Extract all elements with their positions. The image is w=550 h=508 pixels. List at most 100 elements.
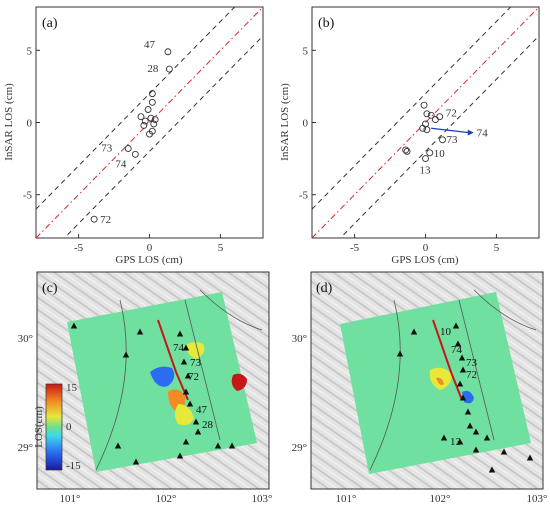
- deformation-patch: [150, 366, 175, 387]
- x-tick-label: 5: [494, 242, 500, 254]
- x-axis-label: GPS LOS (cm): [391, 254, 459, 266]
- gps-station-marker: [456, 380, 464, 387]
- data-point: [422, 155, 429, 163]
- plot-frame: [35, 6, 264, 239]
- gps-station-marker: [396, 350, 404, 357]
- point-label: 47: [144, 39, 156, 51]
- data-point: [439, 136, 446, 144]
- data-point: [147, 114, 155, 122]
- gps-station-marker: [114, 442, 122, 449]
- data-point: [165, 65, 173, 73]
- y-tick-label: 5: [303, 45, 309, 57]
- gps-station-marker: [132, 458, 140, 465]
- data-point: [137, 113, 145, 121]
- x-tick: 103°: [527, 493, 548, 505]
- fault-line: [458, 299, 495, 441]
- gps-station-marker: [459, 366, 467, 373]
- point-label: 72: [446, 108, 457, 120]
- y-tick-label: 0: [303, 118, 309, 130]
- station-label: 73: [190, 357, 202, 369]
- fault-line: [199, 289, 263, 331]
- colorbar-tick: 0: [66, 421, 72, 433]
- data-point: [164, 48, 172, 56]
- gps-station-marker: [488, 466, 496, 473]
- station-label: 74: [173, 342, 185, 354]
- station-label: 10: [440, 326, 452, 338]
- y-tick-label: 5: [27, 45, 33, 57]
- point-label: 74: [115, 158, 127, 170]
- y-axis-label: InSAR LOS (cm): [3, 83, 15, 161]
- gps-station-marker: [500, 448, 508, 455]
- x-tick: 102°: [430, 493, 451, 505]
- gps-station-marker: [228, 442, 236, 449]
- fault-line: [473, 289, 537, 331]
- data-point: [140, 121, 148, 129]
- offset-arrow: [431, 127, 469, 134]
- deformation-patch: [186, 342, 205, 359]
- data-point: [150, 120, 158, 128]
- data-point: [431, 116, 439, 124]
- gps-station-marker: [176, 452, 184, 459]
- data-point: [148, 127, 156, 135]
- y-tick: 29°: [292, 442, 307, 454]
- y-tick-label: 0: [27, 118, 33, 130]
- data-point: [141, 117, 149, 125]
- x-tick-label: 0: [147, 242, 153, 254]
- gps-station-marker: [466, 422, 474, 429]
- x-tick-label: -5: [74, 242, 84, 254]
- x-tick: 102°: [156, 493, 177, 505]
- gps-station-marker: [464, 408, 472, 415]
- y-axis-label: InSAR LOS (cm): [279, 83, 291, 161]
- gps-station-marker: [452, 322, 460, 329]
- x-tick: 103°: [252, 493, 273, 505]
- y-tick-label: -5: [23, 190, 33, 202]
- gps-station-marker: [472, 446, 480, 453]
- gps-station-marker: [456, 438, 464, 445]
- gps-station-marker: [176, 330, 184, 337]
- gps-station-marker: [410, 328, 418, 335]
- data-point: [151, 116, 159, 124]
- fault-line: [157, 319, 189, 401]
- x-tick-label: 0: [423, 242, 429, 254]
- data-point: [426, 149, 434, 157]
- station-label: 72: [188, 371, 199, 383]
- station-label: 28: [202, 419, 214, 431]
- data-point: [423, 110, 431, 118]
- station-label: 47: [196, 404, 208, 416]
- data-point: [423, 126, 431, 134]
- gps-station-marker: [182, 388, 190, 395]
- station-label: 13: [450, 436, 462, 448]
- y-tick-label: -5: [299, 190, 309, 202]
- data-point: [90, 215, 98, 223]
- gps-station-marker: [526, 454, 534, 461]
- y-tick: 30°: [292, 333, 307, 345]
- x-axis-label: GPS LOS (cm): [115, 254, 183, 266]
- point-label: 73: [101, 142, 113, 154]
- data-point: [427, 111, 435, 119]
- panel-label: (b): [318, 16, 335, 31]
- gps-station-marker: [483, 434, 491, 441]
- plot-frame: [311, 6, 540, 239]
- gps-station-marker: [192, 418, 200, 425]
- colorbar-label: LOS(cm): [33, 406, 45, 448]
- data-point: [148, 90, 156, 98]
- gps-station-marker: [182, 438, 190, 445]
- colorbar-tick: -15: [66, 460, 81, 472]
- x-tick-label: -5: [350, 242, 360, 254]
- data-point: [131, 150, 139, 158]
- deformation-patch: [175, 404, 194, 426]
- fault-line: [95, 299, 127, 471]
- gps-station-marker: [180, 358, 188, 365]
- y-tick: 29°: [18, 442, 33, 454]
- point-label: 10: [434, 148, 446, 160]
- data-point: [403, 147, 411, 155]
- deformation-patch: [436, 377, 444, 386]
- point-label: 28: [147, 63, 159, 75]
- station-label: 73: [466, 357, 478, 369]
- colorbar: [45, 383, 63, 471]
- offset-arrowhead: [467, 129, 474, 136]
